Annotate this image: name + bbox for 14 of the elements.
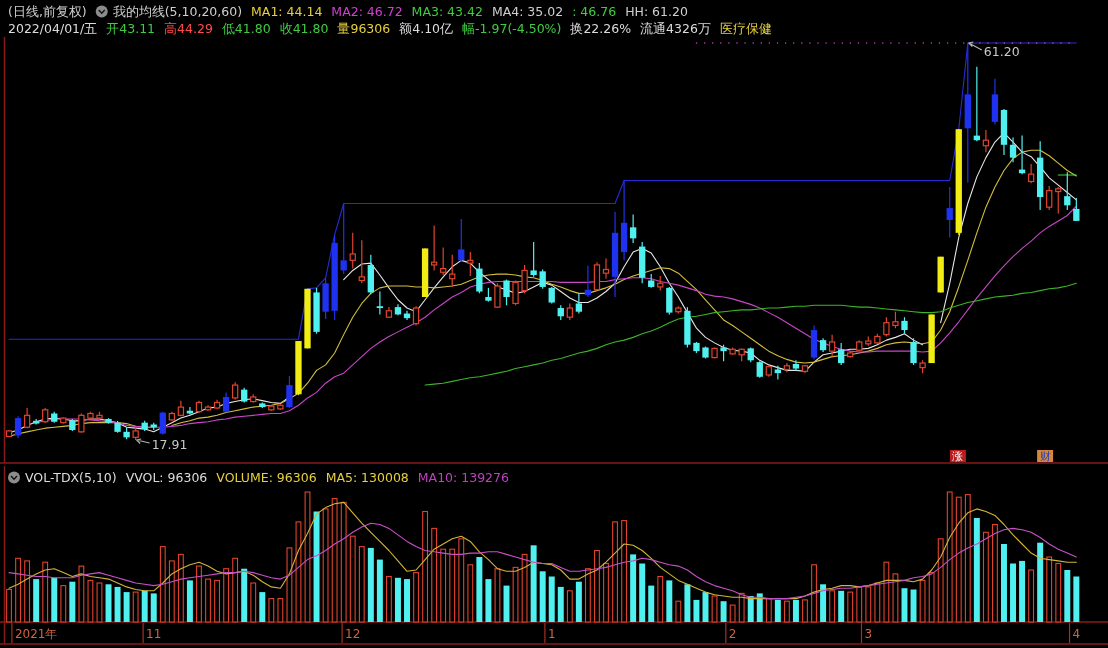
- x-tick-label: 12: [345, 627, 361, 641]
- text: 2022/04/01/五 开43.11 高44.29 低41.80 收41.80 量96306 额4.10亿 幅-1.97(-4.50%) 换22.26% 流通4326万 医疗保健: [8, 21, 772, 36]
- annotation: 17.91: [151, 437, 188, 452]
- x-tick-label: 2: [728, 627, 737, 641]
- annotation: 61.20: [983, 44, 1020, 59]
- chart-title: VOL-TDX(5,10) VVOL: 96306 VOLUME: 96306 MA5: 130008 MA10: 139276: [25, 470, 510, 485]
- x-tick-label: 1: [547, 627, 556, 641]
- x-tick-label: 3: [864, 627, 873, 641]
- chart-title: (日线,前复权) 我的均线(5,10,20,60) MA1: 44.14 MA2: 46.72 MA3: 43.42 MA4: 35.02 : 46.76 HH: 61.20: [8, 4, 688, 19]
- text: 财: [1039, 450, 1051, 462]
- text: 涨: [952, 450, 964, 462]
- x-tick-label: 4: [1072, 627, 1081, 641]
- x-tick-label: 2021年: [14, 627, 58, 641]
- x-tick-label: 11: [146, 627, 162, 641]
